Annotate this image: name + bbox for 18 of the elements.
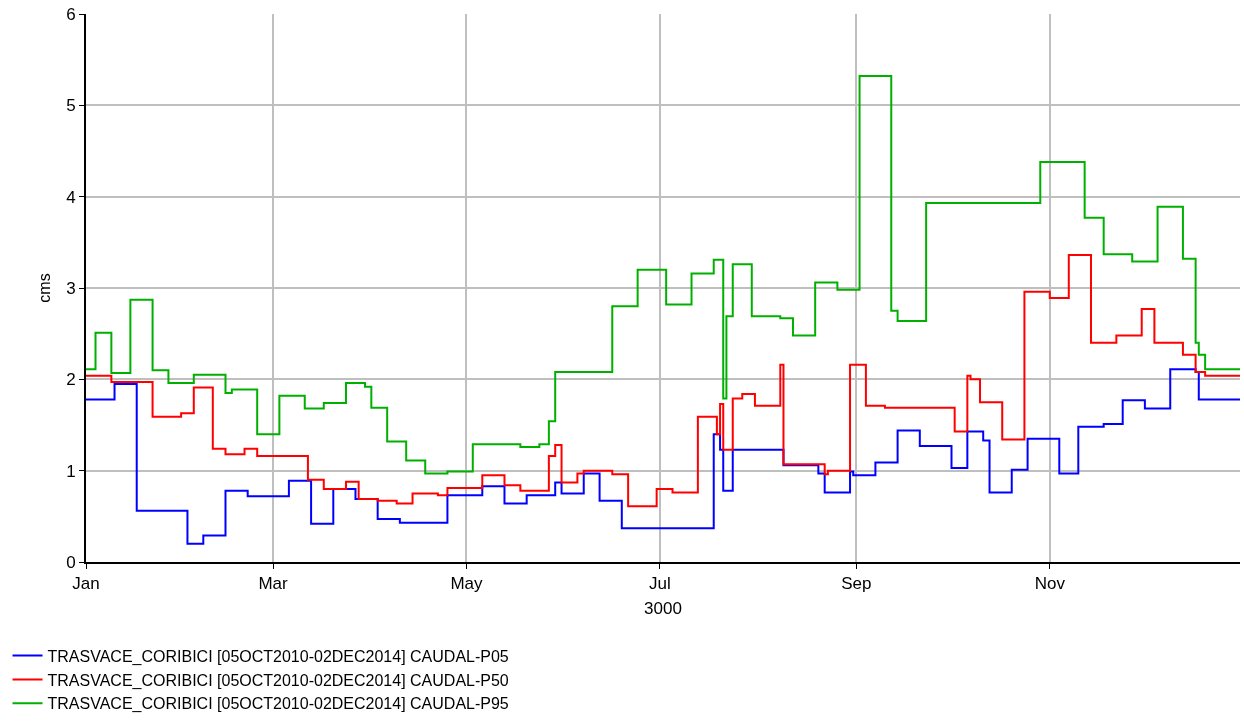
y-tick-label: 1 [66, 461, 76, 481]
x-tick-label: May [450, 574, 483, 594]
x-tick-label: Nov [1034, 574, 1066, 594]
x-tick-label: Jul [648, 574, 671, 594]
x-axis-title: 3000 [644, 599, 682, 619]
y-tick-label: 6 [66, 4, 76, 24]
y-tick-label: 3 [66, 278, 76, 298]
y-tick-label: 5 [66, 96, 76, 116]
y-tick-label: 2 [66, 370, 76, 390]
legend-label: TRASVACE_CORIBICI [05OCT2010-02DEC2014] CAUDAL-P50 [47, 671, 509, 690]
legend-label: TRASVACE_CORIBICI [05OCT2010-02DEC2014] CAUDAL-P95 [47, 695, 509, 714]
x-tick-label: Jan [72, 574, 100, 594]
x-tick-label: Mar [258, 574, 289, 594]
y-tick-label: 4 [66, 187, 76, 207]
x-tick-label: Sep [841, 574, 872, 594]
y-tick-label: 0 [66, 552, 76, 572]
legend-label: TRASVACE_CORIBICI [05OCT2010-02DEC2014] CAUDAL-P05 [47, 647, 509, 666]
y-axis-title: cms [35, 273, 53, 303]
